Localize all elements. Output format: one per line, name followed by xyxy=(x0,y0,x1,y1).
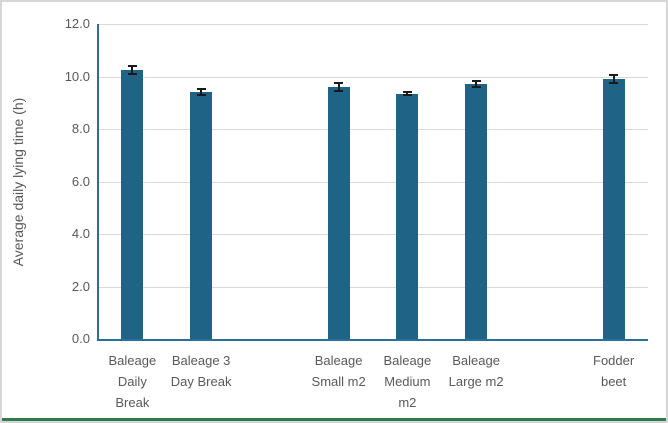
y-tick-label: 6.0 xyxy=(71,173,90,189)
y-tick-label: 8.0 xyxy=(71,121,90,136)
gridline xyxy=(98,234,648,235)
x-category-label: Fodder beet xyxy=(593,353,635,389)
error-bar xyxy=(196,88,206,97)
y-tick-label: 2.0 xyxy=(71,278,90,294)
error-bar-cap-bottom xyxy=(471,86,481,89)
error-bar-cap-bottom xyxy=(127,73,137,76)
bar-baleage-small-m2 xyxy=(327,87,350,339)
error-bar-stem xyxy=(406,90,409,97)
x-category-label: Baleage Small m2 xyxy=(311,353,366,389)
error-bar-cap-bottom xyxy=(609,82,619,85)
bar-baleage-daily-break xyxy=(121,69,144,339)
gridline xyxy=(98,76,648,78)
error-bar xyxy=(127,64,137,76)
x-category-label: Baleage Daily Break xyxy=(108,353,157,410)
gridline xyxy=(98,181,648,183)
bar-baleage-large-m2 xyxy=(465,84,488,339)
bar-baleage-medium-m2 xyxy=(396,93,419,339)
plot-area xyxy=(97,24,648,341)
y-tick-label: 10.0 xyxy=(64,68,90,84)
y-tick-label: 4.0 xyxy=(71,226,90,241)
error-bar-cap-bottom xyxy=(196,94,206,97)
error-bar-cap-bottom xyxy=(402,94,412,97)
error-bar-stem xyxy=(337,81,340,93)
y-axis-title: Average daily lying time (h) xyxy=(10,97,26,267)
error-bar xyxy=(402,90,412,97)
gridline xyxy=(98,286,648,288)
y-axis-line xyxy=(97,24,99,341)
window-bottom-edge xyxy=(2,418,666,421)
x-axis-line xyxy=(97,339,648,341)
bar-baleage-3-day-break xyxy=(190,92,213,339)
error-bar-stem xyxy=(131,64,134,76)
error-bar xyxy=(334,81,344,93)
gridline xyxy=(98,129,648,130)
error-bar-stem xyxy=(475,80,478,89)
y-tick-label: 0.0 xyxy=(71,331,90,346)
x-category-label: Baleage Medium m2 xyxy=(383,353,432,410)
error-bar xyxy=(609,73,619,85)
bar-fodder-beet xyxy=(602,79,625,339)
error-bar xyxy=(471,80,481,89)
x-category-label: Baleage Large m2 xyxy=(448,353,504,389)
y-tick-label: 12.0 xyxy=(64,16,90,31)
x-category-label: Baleage 3 Day Break xyxy=(170,353,232,389)
gridline xyxy=(98,24,648,25)
error-bar-stem xyxy=(200,88,203,97)
error-bar-cap-bottom xyxy=(334,90,344,93)
error-bar-stem xyxy=(612,73,615,85)
